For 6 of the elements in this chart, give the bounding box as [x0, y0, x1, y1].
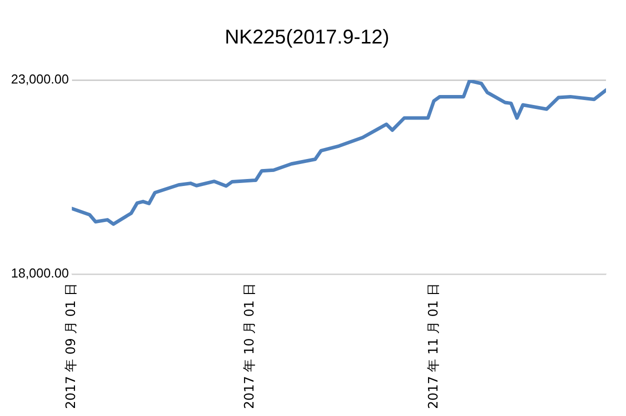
chart-title: NK225(2017.9-12) — [224, 26, 390, 49]
y-tick-label: 23,000.00 — [10, 72, 69, 87]
x-tick-label: 2017 年 11 月 01 日 — [426, 283, 442, 410]
x-tick-label: 2017 年 09 月 01 日 — [64, 283, 80, 410]
y-tick-label: 18,000.00 — [10, 266, 69, 281]
x-tick-label: 2017 年 10 月 01 日 — [242, 283, 258, 410]
